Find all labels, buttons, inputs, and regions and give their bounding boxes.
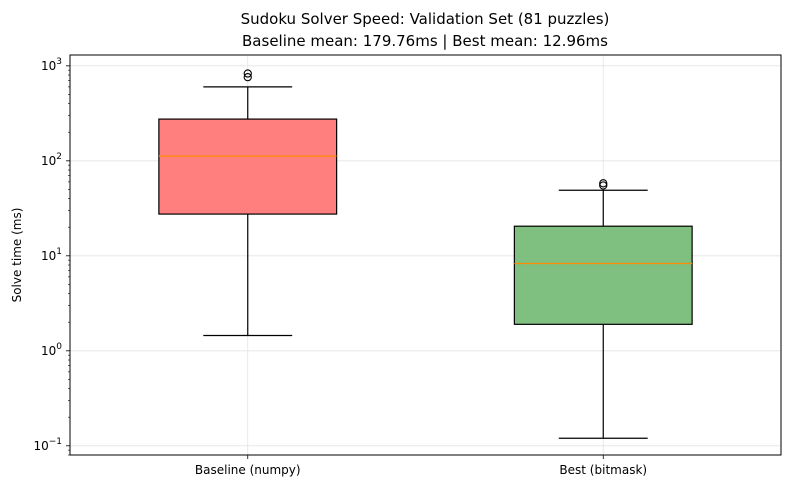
outlier-point (243, 72, 252, 82)
box-group (513, 179, 693, 439)
outlier-point (599, 181, 608, 190)
box-group (158, 69, 338, 337)
plot-area-frame (69, 54, 782, 456)
chart-title: Sudoku Solver Speed: Validation Set (81 … (241, 10, 610, 28)
y-tick-label: 100 (41, 342, 62, 358)
interquartile-box (158, 118, 338, 215)
y-tick-label: 10−1 (33, 437, 62, 453)
x-tick-label: Baseline (numpy) (195, 463, 301, 477)
axes: 10−1 100 101 102 103 Baseline (numpy) Best (bi… (33, 57, 647, 477)
outlier-point (243, 69, 252, 78)
y-tick-label: 102 (41, 152, 62, 168)
outlier-point (599, 179, 608, 188)
y-tick-label: 101 (41, 247, 62, 263)
y-axis-label: Solve time (ms) (10, 208, 24, 303)
y-tick-label: 103 (41, 57, 62, 73)
x-tick-label: Best (bitmask) (559, 463, 647, 477)
interquartile-box (513, 225, 693, 325)
boxes (158, 69, 693, 439)
chart-subtitle: Baseline mean: 179.76ms | Best mean: 12.… (242, 32, 608, 50)
